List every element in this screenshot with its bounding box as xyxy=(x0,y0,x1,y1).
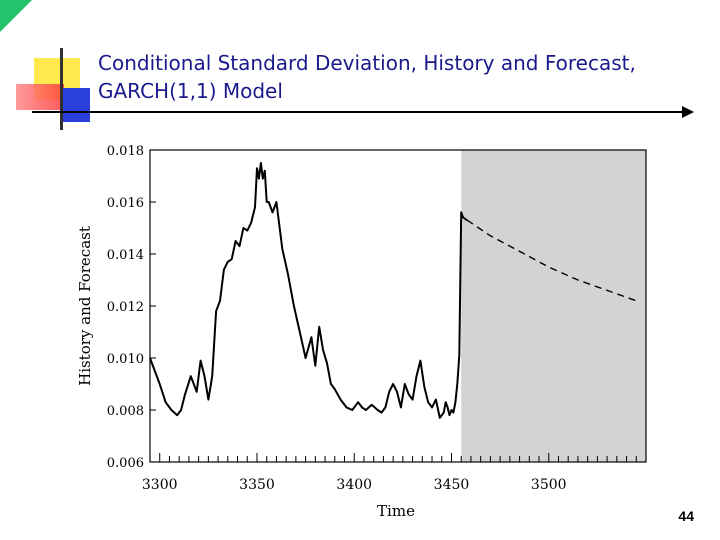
history-line-0 xyxy=(149,162,461,419)
y-tick-label: 0.010 xyxy=(107,352,144,367)
x-tick-label: 3300 xyxy=(142,477,178,493)
forecast-shaded-region xyxy=(461,150,646,462)
forecast-dashed-line xyxy=(466,219,637,302)
x-tick-label: 3450 xyxy=(434,477,470,493)
x-tick-label: 3400 xyxy=(336,477,372,493)
corner-triangle-decoration xyxy=(0,0,32,32)
blue-square-decoration xyxy=(60,88,90,122)
axis-ticks: 0.006 0.008 0.010 0.012 0.014 0.016 0.018 3300 3… xyxy=(107,144,637,493)
x-tick-label: 3350 xyxy=(239,477,275,493)
y-tick-label: 0.016 xyxy=(107,196,144,211)
title-rule xyxy=(32,111,684,113)
red-square-decoration xyxy=(16,84,64,110)
vertical-bar-decoration xyxy=(60,48,63,130)
x-tick-label: 3500 xyxy=(531,477,567,493)
history-line-1 xyxy=(458,211,468,356)
page-number: 44 xyxy=(678,508,694,524)
y-tick-label: 0.006 xyxy=(107,456,144,471)
x-axis-label: Time xyxy=(377,502,415,520)
y-tick-label: 0.012 xyxy=(107,300,144,315)
slide-title-line-1: Conditional Standard Deviation, History … xyxy=(98,51,636,75)
y-tick-label: 0.008 xyxy=(107,404,144,419)
series-layer xyxy=(149,162,637,419)
y-tick-label: 0.018 xyxy=(107,144,144,159)
y-axis-label: History and Forecast xyxy=(76,226,94,386)
slide-title: Conditional Standard Deviation, History … xyxy=(98,49,698,105)
slide-title-line-2: GARCH(1,1) Model xyxy=(98,79,283,103)
title-rule-arrowhead xyxy=(682,106,694,118)
y-tick-label: 0.014 xyxy=(107,248,144,263)
